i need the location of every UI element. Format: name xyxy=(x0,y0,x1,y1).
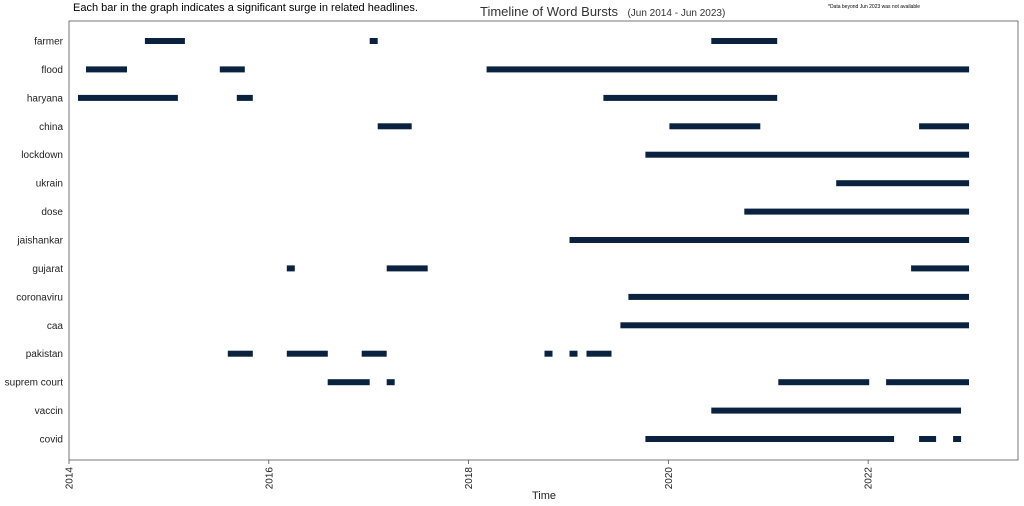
y-label-caa: caa xyxy=(47,321,64,332)
burst-bar-flood-1 xyxy=(86,66,127,73)
burst-bar-vaccin-1 xyxy=(711,407,961,414)
burst-bar-pakistan-6 xyxy=(586,350,612,357)
burst-bar-dose-1 xyxy=(744,208,970,215)
burst-bar-pakistan-1 xyxy=(227,350,253,357)
y-label-jaishankar: jaishankar xyxy=(16,236,63,247)
burst-bar-farmer-2 xyxy=(369,38,378,44)
chart-title-block: Timeline of Word Bursts (Jun 2014 - Jun … xyxy=(480,3,725,21)
burst-bar-farmer-1 xyxy=(144,38,185,44)
y-label-china: china xyxy=(39,122,63,133)
burst-bar-china-3 xyxy=(919,123,969,130)
x-tick-label-2018: 2018 xyxy=(464,467,475,490)
burst-bar-suprem-court-3 xyxy=(778,379,870,386)
burst-bar-covid-2 xyxy=(919,436,937,442)
chart-subtitle: (Jun 2014 - Jun 2023) xyxy=(627,8,726,19)
y-label-covid: covid xyxy=(40,435,63,446)
burst-bar-flood-3 xyxy=(486,66,970,73)
burst-bar-flood-2 xyxy=(219,66,245,73)
burst-bar-haryana-3 xyxy=(603,94,778,101)
burst-bar-suprem-court-1 xyxy=(327,379,370,386)
burst-bar-suprem-court-2 xyxy=(386,379,395,386)
y-label-haryana: haryana xyxy=(27,93,64,104)
burst-bars xyxy=(78,38,970,442)
y-label-lockdown: lockdown xyxy=(21,150,63,161)
burst-bar-haryana-2 xyxy=(236,94,253,101)
burst-bar-pakistan-2 xyxy=(286,350,328,357)
y-label-coronaviru: coronaviru xyxy=(16,292,63,303)
chart-title: Timeline of Word Bursts xyxy=(480,4,618,19)
burst-bar-china-1 xyxy=(377,123,412,130)
y-label-ukrain: ukrain xyxy=(36,179,63,190)
x-axis-title: Time xyxy=(532,490,556,502)
caption-note: Each bar in the graph indicates a signif… xyxy=(73,2,418,14)
y-label-flood: flood xyxy=(41,65,63,76)
burst-bar-pakistan-4 xyxy=(544,350,553,357)
burst-bar-gujarat-2 xyxy=(386,265,428,272)
burst-bar-ukrain-1 xyxy=(836,180,970,187)
burst-bar-covid-3 xyxy=(953,436,962,442)
y-label-farmer: farmer xyxy=(34,37,64,48)
y-label-pakistan: pakistan xyxy=(26,349,63,360)
burst-bar-farmer-3 xyxy=(711,38,778,44)
burst-bar-coronaviru-1 xyxy=(628,293,969,300)
y-label-dose: dose xyxy=(41,207,63,218)
burst-bar-haryana-1 xyxy=(78,94,178,101)
x-axis-ticks: 2014 2016 2018 2020 2022 xyxy=(65,460,875,489)
y-label-gujarat: gujarat xyxy=(32,264,63,275)
burst-bar-caa-1 xyxy=(620,322,969,329)
burst-bar-gujarat-3 xyxy=(911,265,969,272)
burst-bar-pakistan-5 xyxy=(569,350,578,357)
plot-frame xyxy=(68,20,1019,461)
burst-bar-lockdown-1 xyxy=(645,151,970,158)
x-tick-label-2016: 2016 xyxy=(264,467,275,490)
y-label-suprem-court: suprem court xyxy=(5,378,64,389)
burst-bar-gujarat-1 xyxy=(286,265,295,272)
x-tick-label-2014: 2014 xyxy=(65,467,76,490)
x-tick-label-2020: 2020 xyxy=(664,467,675,490)
y-axis-labels: farmer flood haryana china lockdown ukrain dos… xyxy=(5,37,64,446)
burst-bar-jaishankar-1 xyxy=(569,237,970,243)
data-availability-note: *Data beyond Jun 2023 was not available xyxy=(828,4,921,10)
burst-bar-pakistan-3 xyxy=(361,350,387,357)
y-label-vaccin: vaccin xyxy=(35,406,63,417)
x-tick-label-2022: 2022 xyxy=(864,467,875,490)
burst-bar-suprem-court-4 xyxy=(886,379,969,386)
burst-bar-covid-1 xyxy=(645,436,895,442)
burst-bar-china-2 xyxy=(669,123,761,130)
